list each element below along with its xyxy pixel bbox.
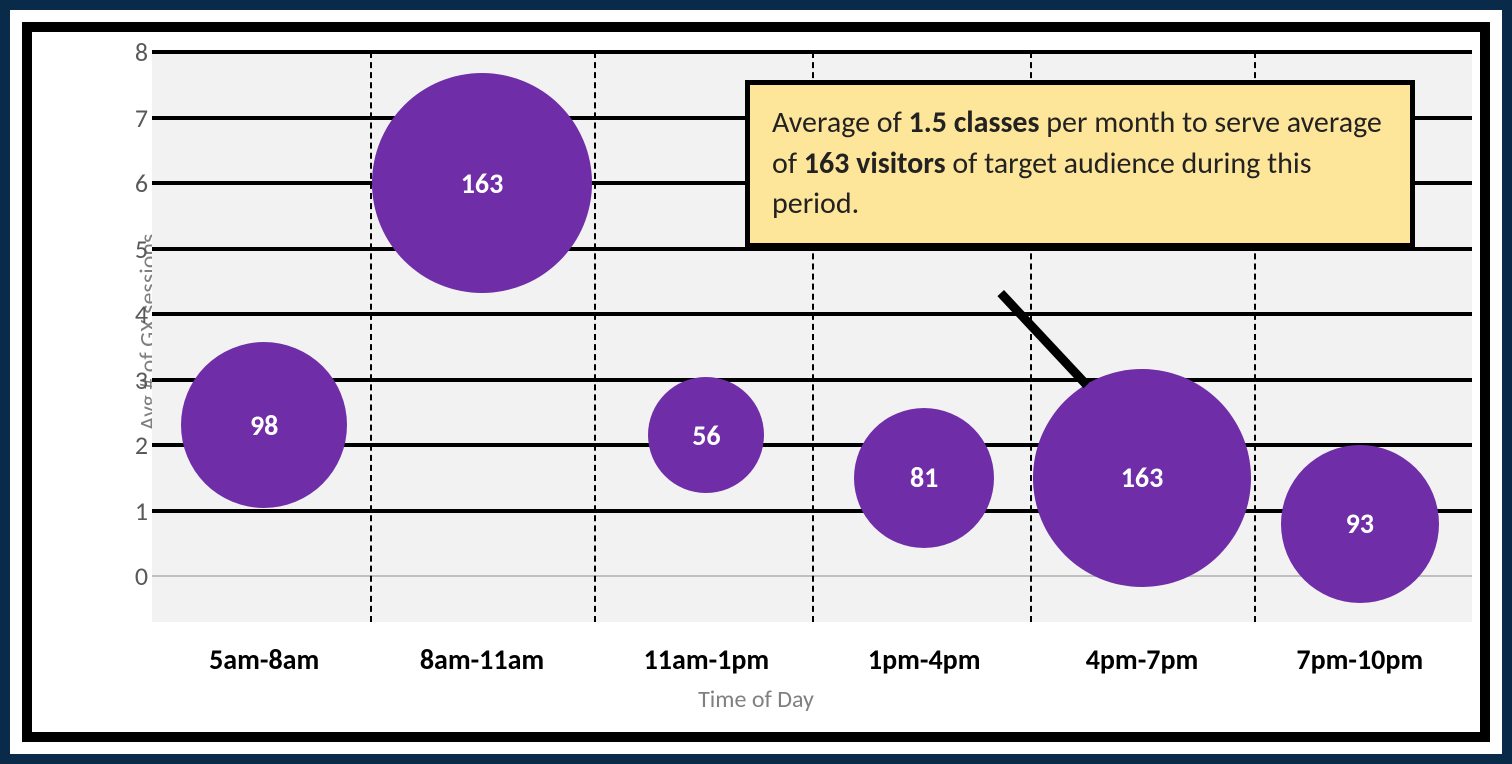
outer-frame: Avg # of GX sessions 98163568116393 0123… (0, 0, 1512, 764)
y-tick-label: 0 (108, 560, 148, 592)
bubble-label: 93 (1346, 506, 1374, 541)
x-tick-label: 5am-8am (209, 642, 319, 677)
bubble: 98 (181, 342, 347, 508)
y-tick-label: 2 (108, 429, 148, 461)
bubble-label: 56 (692, 418, 720, 453)
x-axis-label: Time of Day (32, 685, 1480, 714)
bubble: 163 (372, 73, 592, 293)
y-tick-label: 4 (108, 298, 148, 330)
vertical-divider (370, 52, 372, 622)
callout-box: Average of 1.5 classes per month to serv… (745, 80, 1415, 248)
bubble: 163 (1033, 369, 1251, 587)
bubble: 93 (1281, 445, 1439, 603)
y-tick-label: 6 (108, 167, 148, 199)
bubble-label: 163 (1121, 460, 1164, 495)
y-tick-label: 3 (108, 364, 148, 396)
y-tick-label: 8 (108, 36, 148, 68)
vertical-divider (594, 52, 596, 622)
bubble-label: 98 (250, 408, 278, 443)
bubble-label: 163 (461, 166, 504, 201)
x-tick-label: 7pm-10pm (1296, 642, 1423, 677)
inner-frame: Avg # of GX sessions 98163568116393 0123… (22, 22, 1490, 742)
x-tick-label: 1pm-4pm (868, 642, 981, 677)
y-tick-label: 5 (108, 233, 148, 265)
y-tick-label: 7 (108, 102, 148, 134)
bubble: 81 (854, 408, 994, 548)
x-tick-label: 4pm-7pm (1086, 642, 1199, 677)
bubble-label: 81 (910, 460, 938, 495)
bubble: 56 (648, 377, 764, 493)
callout-bold-2: 163 visitors (804, 145, 946, 182)
x-tick-label: 11am-1pm (644, 642, 770, 677)
x-tick-label: 8am-11am (420, 642, 544, 677)
callout-text-1: Average of (772, 104, 909, 141)
callout-bold-1: 1.5 classes (909, 104, 1040, 141)
y-tick-label: 1 (108, 495, 148, 527)
